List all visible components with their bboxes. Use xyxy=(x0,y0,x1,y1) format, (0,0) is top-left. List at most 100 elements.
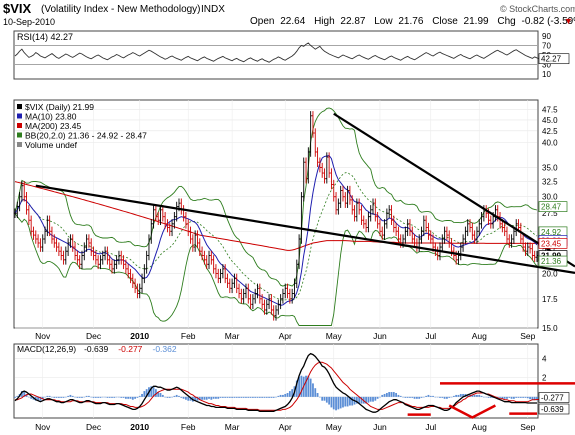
price-legend-label: BB(20,2.0) 21.36 - 24.92 - 28.47 xyxy=(25,131,147,141)
price-bar xyxy=(48,215,51,237)
price-bar xyxy=(274,305,278,321)
price-bar xyxy=(374,198,377,222)
price-bar xyxy=(87,234,91,248)
macd-histogram-bar xyxy=(205,396,208,400)
price-bar xyxy=(473,230,476,244)
macd-histogram-bar xyxy=(441,396,444,398)
macd-histogram-bar xyxy=(270,396,273,398)
macd-histogram-bar xyxy=(88,395,90,397)
price-bar xyxy=(191,234,195,252)
macd-histogram-bar xyxy=(81,396,83,398)
price-bar xyxy=(332,179,335,202)
macd-histogram-bar xyxy=(298,376,300,397)
macd-histogram-bar xyxy=(141,393,143,397)
low-value: 21.76 xyxy=(398,16,423,27)
price-bar xyxy=(443,226,446,244)
price-bar xyxy=(408,219,412,237)
price-bar xyxy=(387,205,391,219)
price-legend-swatch xyxy=(17,104,22,109)
macd-histogram-bar xyxy=(446,396,448,399)
x-tick-label: Mar xyxy=(225,331,240,341)
macd-histogram-bar xyxy=(526,396,529,399)
price-bar xyxy=(196,230,199,248)
low-label: Low xyxy=(374,16,393,27)
macd-histogram-bar xyxy=(321,396,324,401)
price-bar xyxy=(327,152,331,178)
macd-histogram-bar xyxy=(233,396,236,398)
chg-label: Chg xyxy=(497,16,515,27)
price-bar xyxy=(406,219,409,237)
price-bar xyxy=(369,205,372,222)
macd-histogram-bar xyxy=(318,396,321,398)
price-bar xyxy=(515,219,518,237)
macd-histogram-bar xyxy=(397,394,400,397)
macd-histogram-bar xyxy=(323,396,326,401)
macd-histogram-bar xyxy=(203,396,206,400)
trendline xyxy=(333,112,575,268)
price-tick-label: 42.5 xyxy=(542,127,558,136)
macd-histogram-bar xyxy=(51,396,53,398)
macd-histogram-bar xyxy=(164,396,167,398)
macd-last-label: -0.639 xyxy=(541,405,564,414)
price-bar xyxy=(489,215,493,229)
macd-histogram-bar xyxy=(519,396,522,398)
price-bar xyxy=(230,278,234,294)
x-tick-label: Sep xyxy=(520,422,535,432)
price-bar xyxy=(378,219,382,237)
x-axis-labels: Nov Nov Dec Dec 2010 2010 Feb Feb Mar Mar Apr Apr Ma… xyxy=(35,331,535,432)
macd-histogram-bar xyxy=(295,380,298,397)
price-bar xyxy=(64,246,68,265)
price-bar xyxy=(101,250,104,265)
macd-histogram-bar xyxy=(14,396,16,398)
price-bar xyxy=(464,226,467,244)
price-panel: 15.017.520.022.525.027.530.032.535.040.0… xyxy=(13,100,575,333)
price-bar xyxy=(284,283,287,299)
price-bar xyxy=(411,226,414,244)
price-bar xyxy=(117,250,121,265)
price-bar xyxy=(364,219,368,233)
macd-histogram-bar xyxy=(427,394,430,397)
price-bar xyxy=(351,195,354,215)
price-bar xyxy=(415,238,419,252)
price-bar xyxy=(85,234,88,252)
macd-last-label-box xyxy=(538,392,570,403)
macd-histogram-bar xyxy=(478,394,481,397)
price-bar xyxy=(270,294,273,315)
macd-histogram-bar xyxy=(404,396,407,398)
macd-histogram-bar xyxy=(462,393,464,397)
x-tick-label: Nov xyxy=(35,422,51,432)
macd-histogram-bar xyxy=(418,396,421,399)
macd-histogram-bar xyxy=(219,396,222,398)
price-bar xyxy=(260,294,264,310)
price-bar xyxy=(272,305,275,321)
macd-histogram-bar xyxy=(136,396,139,398)
price-bar xyxy=(244,283,248,299)
macd-histogram-bar xyxy=(277,395,280,397)
macd-histogram-bar xyxy=(238,396,240,398)
chg-value: -0.82 (-3.59%) xyxy=(522,16,575,27)
rsi-tick-label: 10 xyxy=(542,70,551,79)
macd-histogram-bar xyxy=(118,396,120,398)
macd-histogram-bar xyxy=(480,395,483,397)
price-bar xyxy=(314,128,317,157)
macd-histogram-bar xyxy=(286,393,289,397)
price-bar xyxy=(429,230,432,244)
price-bar xyxy=(445,226,449,240)
price-bar xyxy=(198,238,201,257)
price-bar xyxy=(159,205,162,226)
macd-histogram-bar xyxy=(217,396,220,399)
macd-legend-label: MACD(12,26,9) xyxy=(17,344,76,354)
macd-histogram-bar xyxy=(381,394,384,397)
x-tick-label: Jul xyxy=(425,331,436,341)
macd-histogram-bar xyxy=(231,396,234,398)
macd-legend-label: -0.362 xyxy=(153,344,177,354)
price-bar xyxy=(307,147,310,184)
x-tick-label: 2010 xyxy=(130,331,149,341)
price-bar xyxy=(385,208,389,229)
bb-upper-line xyxy=(14,107,538,287)
macd-histogram-bar xyxy=(48,395,51,397)
price-bar xyxy=(147,234,151,261)
macd-histogram-bar xyxy=(39,396,42,401)
macd-histogram-bar xyxy=(41,396,44,399)
